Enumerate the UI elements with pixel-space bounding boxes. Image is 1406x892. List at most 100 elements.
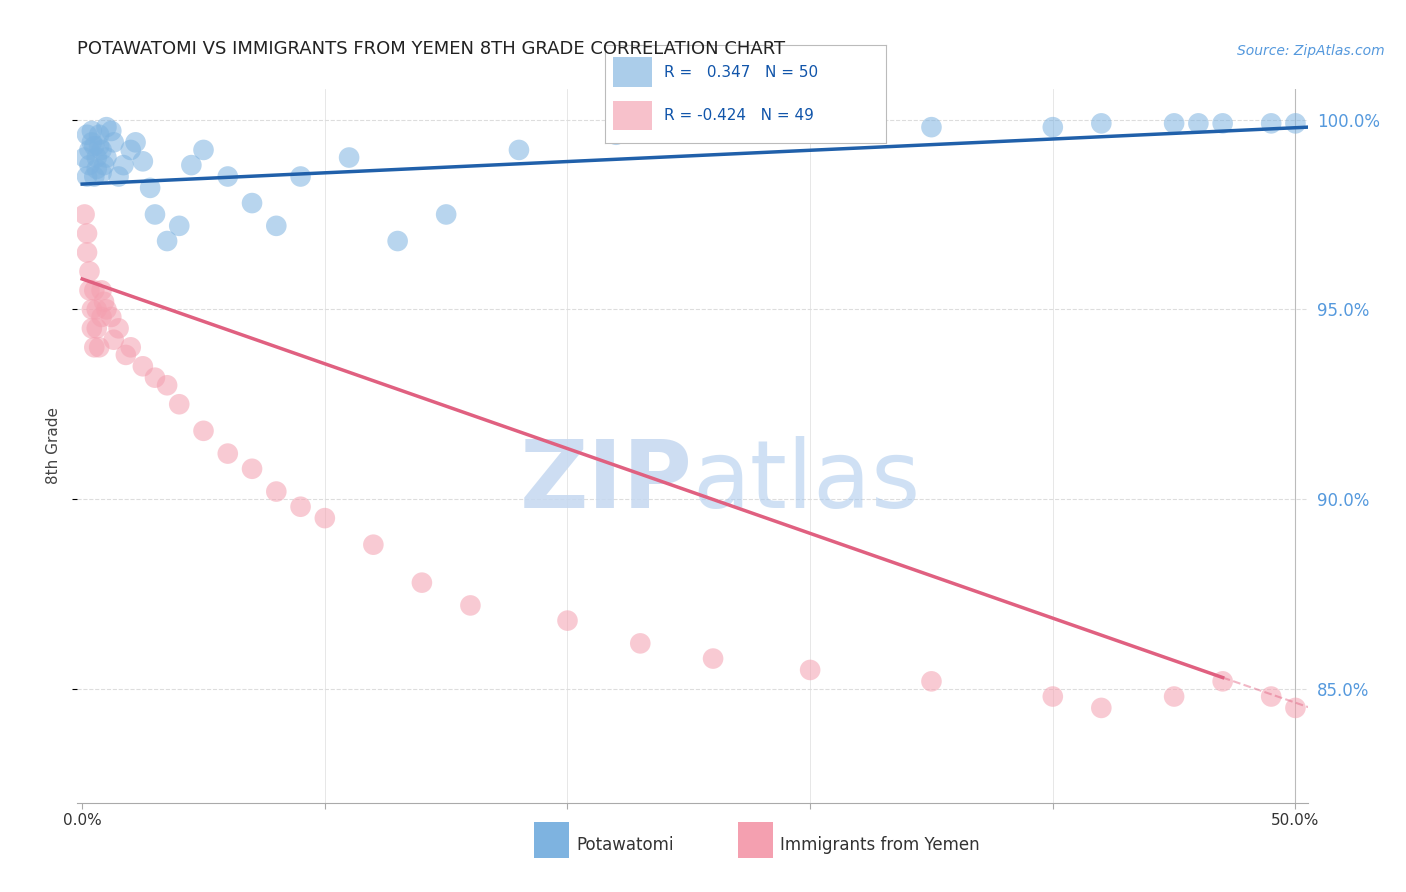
Point	[1212, 116, 1234, 130]
Point	[79, 158, 101, 172]
Point	[1090, 701, 1112, 715]
Point	[120, 340, 142, 354]
Point	[290, 500, 312, 514]
Point	[1163, 116, 1185, 130]
Point	[678, 120, 700, 135]
Point	[90, 166, 112, 180]
Point	[363, 538, 385, 552]
Text: atlas: atlas	[693, 435, 921, 528]
Point	[93, 294, 115, 309]
Point	[1333, 720, 1355, 734]
Point	[120, 143, 142, 157]
Text: POTAWATOMI VS IMMIGRANTS FROM YEMEN 8TH GRADE CORRELATION CHART: POTAWATOMI VS IMMIGRANTS FROM YEMEN 8TH …	[77, 40, 786, 58]
Point	[90, 310, 112, 324]
Point	[1309, 712, 1331, 726]
Text: Source: ZipAtlas.com: Source: ZipAtlas.com	[1237, 44, 1385, 58]
Point	[103, 136, 125, 150]
Point	[124, 136, 146, 150]
Point	[89, 340, 111, 354]
Point	[628, 636, 651, 650]
Point	[76, 128, 98, 142]
Point	[112, 158, 135, 172]
Point	[96, 120, 118, 135]
Point	[1212, 674, 1234, 689]
Point	[799, 124, 821, 138]
Y-axis label: 8th Grade: 8th Grade	[46, 408, 62, 484]
Point	[167, 219, 190, 233]
Point	[411, 575, 433, 590]
Point	[132, 359, 155, 374]
Point	[702, 651, 724, 665]
Point	[434, 207, 457, 221]
Point	[167, 397, 190, 411]
Point	[80, 136, 103, 150]
Point	[83, 169, 105, 184]
Point	[1381, 727, 1403, 741]
Point	[290, 169, 312, 184]
Point	[217, 447, 239, 461]
Point	[1090, 116, 1112, 130]
Point	[79, 264, 101, 278]
Point	[79, 284, 101, 298]
Point	[107, 169, 129, 184]
Text: Potawatomi: Potawatomi	[576, 836, 673, 854]
Point	[508, 143, 530, 157]
Point	[103, 333, 125, 347]
Point	[76, 227, 98, 241]
Point	[266, 484, 288, 499]
Text: R = -0.424   N = 49: R = -0.424 N = 49	[664, 108, 814, 123]
Point	[76, 245, 98, 260]
Point	[193, 424, 215, 438]
Point	[799, 663, 821, 677]
Point	[115, 348, 138, 362]
Point	[93, 158, 115, 172]
Point	[73, 151, 96, 165]
Point	[90, 143, 112, 157]
Point	[96, 151, 118, 165]
Point	[107, 321, 129, 335]
Point	[79, 143, 101, 157]
Point	[83, 139, 105, 153]
Point	[86, 321, 108, 335]
Point	[1284, 116, 1306, 130]
Point	[100, 310, 122, 324]
Point	[156, 234, 179, 248]
Point	[557, 614, 579, 628]
Text: ZIP: ZIP	[520, 435, 693, 528]
Point	[217, 169, 239, 184]
Point	[605, 128, 627, 142]
Bar	[613, 57, 652, 87]
Point	[1187, 116, 1209, 130]
Point	[387, 234, 409, 248]
Point	[1284, 701, 1306, 715]
Point	[920, 674, 942, 689]
Point	[1042, 120, 1064, 135]
Point	[132, 154, 155, 169]
Point	[1042, 690, 1064, 704]
Point	[100, 124, 122, 138]
Point	[96, 302, 118, 317]
Point	[314, 511, 336, 525]
Point	[1260, 690, 1282, 704]
Point	[337, 151, 360, 165]
Point	[86, 161, 108, 176]
Point	[83, 284, 105, 298]
Point	[143, 370, 166, 384]
Point	[80, 302, 103, 317]
Point	[460, 599, 482, 613]
Text: R =   0.347   N = 50: R = 0.347 N = 50	[664, 64, 818, 79]
Point	[193, 143, 215, 157]
Point	[89, 128, 111, 142]
Point	[90, 284, 112, 298]
Point	[86, 302, 108, 317]
Point	[143, 207, 166, 221]
Point	[266, 219, 288, 233]
Point	[156, 378, 179, 392]
Bar	[613, 101, 652, 130]
Point	[240, 196, 263, 211]
Point	[180, 158, 202, 172]
Point	[139, 181, 162, 195]
Point	[73, 207, 96, 221]
Point	[83, 340, 105, 354]
Point	[89, 139, 111, 153]
